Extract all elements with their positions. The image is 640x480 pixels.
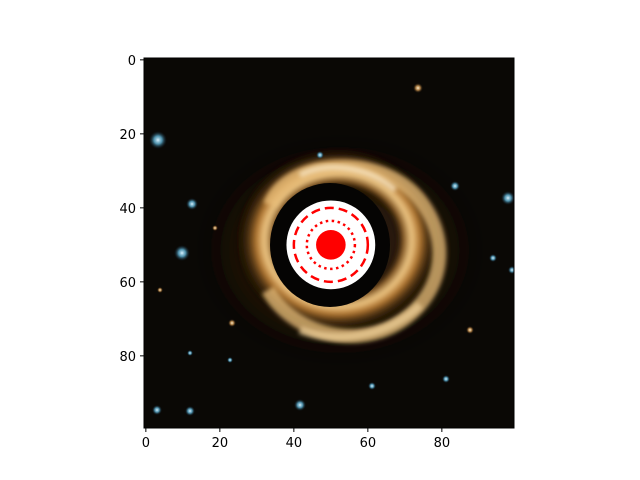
x-tick-label: 20	[212, 436, 229, 451]
y-axis: 0 20 40 60 80	[119, 54, 144, 365]
galaxy-blue	[152, 405, 162, 415]
galaxy-blue	[185, 406, 195, 416]
center-marker	[316, 230, 346, 260]
galaxy-blue	[174, 245, 190, 261]
overlay-markers	[286, 200, 376, 290]
galaxy-blue	[442, 375, 450, 383]
x-tick-label: 0	[142, 436, 150, 451]
galaxy-orange	[466, 326, 474, 334]
galaxy-blue	[294, 399, 306, 411]
galaxy-blue	[149, 131, 167, 149]
axes-frame	[143, 57, 515, 429]
x-tick-label: 40	[286, 436, 303, 451]
galaxy-orange	[157, 287, 163, 293]
background-galaxies	[149, 83, 514, 416]
y-tick-label: 80	[119, 350, 136, 365]
einstein-ring-lower-highlight	[298, 302, 423, 341]
y-tick-label: 40	[119, 202, 136, 217]
x-axis: 0 20 40 60 80	[142, 428, 450, 451]
galaxy-blue	[368, 382, 376, 390]
x-tick-label: 60	[360, 436, 377, 451]
y-tick-label: 60	[119, 276, 136, 291]
galaxy-blue	[316, 151, 324, 159]
galaxy-blue	[187, 350, 193, 356]
image-panel	[144, 58, 514, 428]
galaxy-blue	[501, 191, 514, 205]
galaxy-blue	[186, 198, 198, 210]
galaxy-orange	[228, 319, 236, 327]
x-tick-label: 80	[434, 436, 451, 451]
einstein-ring-highlight	[298, 164, 397, 193]
galaxy-orange	[413, 83, 423, 93]
dashed-circle	[292, 206, 370, 284]
galaxy-blue	[450, 181, 460, 191]
galaxy-orange	[212, 225, 218, 231]
y-tick-label: 0	[128, 54, 136, 69]
dotted-circle	[305, 219, 357, 271]
galaxy-blue	[227, 357, 233, 363]
galaxy-blue	[508, 266, 514, 274]
galaxy-blue	[489, 254, 497, 262]
y-tick-label: 20	[119, 128, 136, 143]
